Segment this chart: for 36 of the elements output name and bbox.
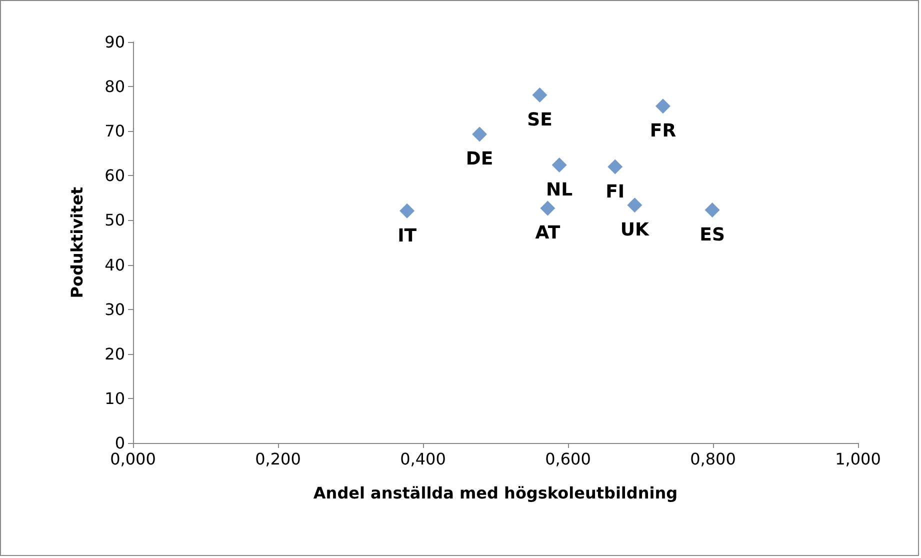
point [472,126,488,142]
point [540,200,556,216]
point [532,88,548,103]
x-tick-label: 1,000 [835,450,881,468]
x-tick-label: 0,800 [690,450,736,468]
annotation: UK [620,220,650,241]
x-tick-label: 0,000 [110,450,156,468]
annotation: FI [606,181,625,202]
x-tick-label: 0,200 [255,450,301,468]
point [704,202,720,218]
annotation: ES [700,224,725,246]
point [655,98,670,114]
point [400,203,415,218]
x-tick-label: 0,600 [545,450,591,468]
y-tick-label: 20 [104,344,125,364]
point [608,159,623,174]
y-tick-label: 60 [104,166,125,186]
y-tick-label: 50 [104,210,125,230]
y-tick-label: 10 [104,388,125,408]
annotation: SE [527,110,552,131]
point [627,198,642,213]
annotation: DE [466,148,494,170]
point [552,157,567,172]
annotation: FR [650,120,676,142]
x-tick-label: 0,400 [400,450,446,468]
annotation: NL [546,179,573,200]
y-tick-label: 30 [104,300,125,319]
y-tick-label: 90 [104,32,125,52]
y-tick-label: 0 [114,434,125,452]
x-axis-title: Andel anställda med högskoleutbildning [313,484,678,502]
y-axis-title: Poduktivitet [68,186,86,298]
annotation: AT [535,222,561,244]
y-tick-label: 70 [104,122,125,141]
y-tick-label: 40 [104,255,125,274]
y-tick-label: 80 [104,77,125,96]
annotation: IT [398,225,418,246]
